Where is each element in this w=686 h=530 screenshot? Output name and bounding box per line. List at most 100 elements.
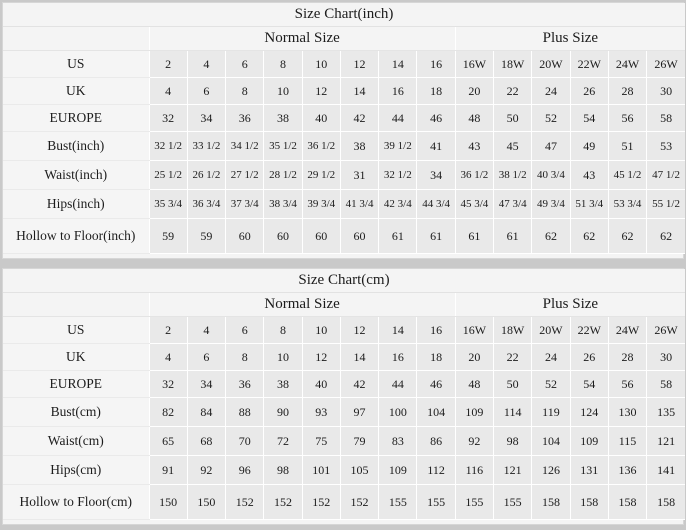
row-label: Bust(inch) <box>3 131 150 161</box>
group-header-2: Plus Size <box>454 26 685 51</box>
data-cell: 42 3/4 <box>378 189 418 219</box>
data-cell: 104 <box>531 426 571 456</box>
data-cell: 47 1/2 <box>646 160 685 190</box>
data-cell: 46 <box>416 370 456 398</box>
data-cell: 58 <box>646 104 685 132</box>
data-cell: 61 <box>493 218 533 254</box>
data-cell: 26 <box>569 77 609 105</box>
chart-title: Size Chart(cm) <box>3 269 685 293</box>
data-cell: 6 <box>186 77 227 105</box>
data-cell: 59 <box>186 218 227 254</box>
data-cell: 97 <box>339 397 380 427</box>
data-cell: 152 <box>339 484 380 520</box>
data-cell: 121 <box>646 426 685 456</box>
data-cell: 26 1/2 <box>186 160 227 190</box>
row-label: Hollow to Floor(cm) <box>3 484 150 520</box>
data-cell: 12 <box>301 343 341 371</box>
data-cell: 45 3/4 <box>454 189 495 219</box>
data-cell: 60 <box>263 218 303 254</box>
table-row: EUROPE 32 34 36 38 40 42 44 46 48 50 52 54 56 58 <box>3 370 685 398</box>
data-cell: 116 <box>454 455 495 485</box>
data-cell: 22W <box>569 316 609 344</box>
size-chart-block-1: Size Chart(inch) Normal Size Plus Size US 2 4… <box>2 2 685 259</box>
data-cell: 40 3/4 <box>531 160 571 190</box>
data-cell: 48 <box>454 370 495 398</box>
data-cell: 4 <box>148 343 188 371</box>
data-cell: 34 <box>416 160 456 190</box>
size-chart-block-2: Size Chart(cm) Normal Size Plus Size US 2 4 6 8… <box>2 268 685 525</box>
data-cell: 20 <box>454 77 495 105</box>
data-cell: 75 <box>301 426 341 456</box>
data-cell: 150 <box>186 484 227 520</box>
data-cell: 105 <box>339 455 380 485</box>
data-cell: 98 <box>493 426 533 456</box>
data-cell: 33 1/2 <box>186 131 227 161</box>
data-cell: 141 <box>646 455 685 485</box>
data-cell: 18 <box>416 77 456 105</box>
data-cell: 37 3/4 <box>225 189 265 219</box>
data-cell: 8 <box>225 77 265 105</box>
data-cell: 86 <box>416 426 456 456</box>
data-cell: 41 3/4 <box>339 189 380 219</box>
table-row: EUROPE 32 34 36 38 40 42 44 46 48 50 52 54 56 58 <box>3 104 685 132</box>
data-cell: 34 <box>186 370 227 398</box>
data-cell: 109 <box>454 397 495 427</box>
data-cell: 155 <box>454 484 495 520</box>
table-bottom-padding <box>3 254 683 258</box>
data-cell: 16W <box>454 50 495 78</box>
data-cell: 109 <box>378 455 418 485</box>
data-cell: 135 <box>646 397 685 427</box>
data-cell: 27 1/2 <box>225 160 265 190</box>
data-cell: 44 <box>378 370 418 398</box>
data-cell: 14 <box>339 343 380 371</box>
data-cell: 28 <box>607 77 648 105</box>
data-cell: 14 <box>378 50 418 78</box>
data-cell: 70 <box>225 426 265 456</box>
data-cell: 30 <box>646 343 685 371</box>
data-cell: 152 <box>263 484 303 520</box>
data-cell: 109 <box>569 426 609 456</box>
group-header-spacer <box>3 292 150 317</box>
data-cell: 158 <box>531 484 571 520</box>
chart-title-row: Size Chart(cm) <box>3 269 685 293</box>
data-cell: 100 <box>378 397 418 427</box>
data-cell: 31 <box>339 160 380 190</box>
row-label: UK <box>3 343 150 371</box>
data-cell: 38 1/2 <box>493 160 533 190</box>
data-cell: 36 <box>225 370 265 398</box>
row-label: EUROPE <box>3 370 150 398</box>
data-cell: 93 <box>301 397 341 427</box>
data-cell: 112 <box>416 455 456 485</box>
data-cell: 79 <box>339 426 380 456</box>
data-cell: 54 <box>569 370 609 398</box>
row-label: UK <box>3 77 150 105</box>
data-cell: 8 <box>263 316 303 344</box>
data-cell: 24 <box>531 77 571 105</box>
data-cell: 62 <box>569 218 609 254</box>
row-label: Hips(cm) <box>3 455 150 485</box>
size-chart-table: Size Chart(cm) Normal Size Plus Size US 2 4 6 8… <box>3 269 685 520</box>
data-cell: 40 <box>301 104 341 132</box>
group-header-row: Normal Size Plus Size <box>3 292 685 317</box>
data-cell: 26 <box>569 343 609 371</box>
data-cell: 53 <box>646 131 685 161</box>
data-cell: 8 <box>263 50 303 78</box>
data-cell: 18W <box>493 316 533 344</box>
data-cell: 42 <box>339 370 380 398</box>
row-label: US <box>3 316 150 344</box>
data-cell: 50 <box>493 370 533 398</box>
data-cell: 47 3/4 <box>493 189 533 219</box>
data-cell: 44 3/4 <box>416 189 456 219</box>
table-row: US 2 4 6 8 10 12 14 16 16W 18W 20W 22W 24W 26W <box>3 50 685 78</box>
data-cell: 30 <box>646 77 685 105</box>
data-cell: 88 <box>225 397 265 427</box>
data-cell: 68 <box>186 426 227 456</box>
data-cell: 62 <box>646 218 685 254</box>
data-cell: 10 <box>301 316 341 344</box>
data-cell: 18 <box>416 343 456 371</box>
data-cell: 130 <box>607 397 648 427</box>
data-cell: 60 <box>339 218 380 254</box>
data-cell: 82 <box>148 397 188 427</box>
data-cell: 72 <box>263 426 303 456</box>
data-cell: 124 <box>569 397 609 427</box>
